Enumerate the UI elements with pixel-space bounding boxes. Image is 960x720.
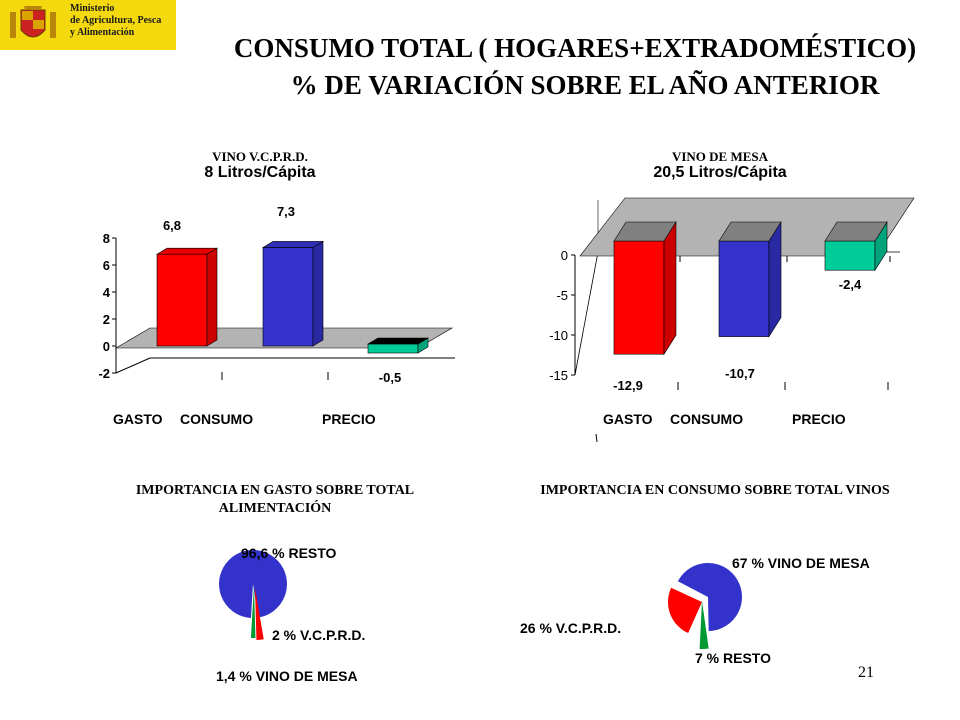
chart1-ytick: 2	[103, 312, 110, 327]
pie2-label-resto: 7 % RESTO	[695, 650, 771, 666]
chart2-value-label: -10,7	[725, 366, 755, 381]
chart2-ytick: -5	[556, 288, 568, 303]
chart1-ytick: 4	[103, 285, 111, 300]
pie1-slice-resto	[218, 550, 287, 618]
chart1-bar-gasto	[156, 253, 208, 347]
pie1-label-resto: 96,6 % RESTO	[241, 545, 337, 561]
pie1-label-vcprd: 2 % V.C.P.R.D.	[272, 627, 366, 643]
pie2-slice-vcprd	[668, 587, 702, 634]
page-number: 21	[858, 664, 874, 681]
chart1-ytick: -2	[98, 366, 110, 381]
pie1-title: IMPORTANCIA EN GASTO SOBRE TOTAL ALIMENT…	[135, 483, 415, 516]
chart1-ytick: 8	[103, 231, 110, 246]
chart1-title: VINO V.C.P.R.D.	[212, 149, 308, 164]
chart1-bar-top	[261, 241, 325, 248]
pie1-slice-vcprd	[255, 588, 264, 640]
chart2-bar-consumo	[718, 240, 770, 337]
chart1-value-label: 6,8	[163, 218, 181, 233]
ministry-line-1: Ministerio	[70, 3, 115, 14]
chart1-category-precio: PRECIO	[322, 411, 376, 427]
chart2-ytick: -15	[549, 368, 568, 383]
chart-vcprd: 8 6 4 2 0 -2 6,8 7,3 -0,5	[98, 204, 455, 385]
pie-gasto	[218, 550, 287, 640]
coat-of-arms-icon	[10, 6, 56, 38]
pie1-label-mesa: 1,4 % VINO DE MESA	[216, 668, 358, 684]
chart2-bar-side	[663, 220, 677, 356]
ministry-line-2: de Agricultura, Pesca	[70, 15, 162, 26]
chart2-bar-gasto	[613, 240, 665, 355]
chart1-category-consumo: CONSUMO	[180, 411, 254, 427]
chart2-subtitle: 20,5 Litros/Cápita	[653, 164, 787, 181]
chart1-bar-precio	[367, 343, 419, 354]
chart2-bar-top	[718, 221, 782, 242]
chart2-bar-top	[824, 221, 888, 242]
chart2-bar-top	[613, 221, 677, 242]
chart2-value-label: -12,9	[613, 378, 643, 393]
chart2-category-gasto: GASTO	[603, 411, 653, 427]
chart2-bar-side	[768, 220, 782, 338]
chart2-ytick: -10	[549, 328, 568, 343]
chart1-bar-top	[366, 337, 430, 345]
chart1-bar-side	[206, 247, 218, 347]
chart1-bar-side	[312, 240, 324, 347]
chart2-ytick: 0	[561, 248, 568, 263]
page-title-line-2: % DE VARIACIÓN SOBRE EL AÑO ANTERIOR	[290, 70, 880, 100]
chart2-value-label: -2,4	[839, 277, 862, 292]
chart2-bar-precio	[824, 240, 876, 271]
pie2-label-vino-mesa: 67 % VINO DE MESA	[732, 555, 870, 571]
chart2-title: VINO DE MESA	[671, 149, 769, 164]
pie2-label-vcprd: 26 % V.C.P.R.D.	[520, 620, 622, 636]
pie2-slice-resto	[699, 601, 709, 649]
page-title-line-1: CONSUMO TOTAL ( HOGARES+EXTRADOMÉSTICO)	[233, 33, 917, 63]
ministry-name: Ministerio de Agricultura, Pesca y Alime…	[70, 3, 161, 39]
ministry-line-3: y Alimentación	[70, 27, 135, 38]
chart2-category-consumo: CONSUMO	[670, 411, 744, 427]
pie2-title: IMPORTANCIA EN CONSUMO SOBRE TOTAL VINOS	[540, 483, 890, 498]
chart-vino-mesa: 0 -5 -10 -15 -12,9 -10,7 -2,4	[549, 197, 915, 443]
chart1-value-label: -0,5	[379, 370, 401, 385]
chart1-ytick: 6	[103, 258, 110, 273]
chart2-category-precio: PRECIO	[792, 411, 846, 427]
pie2-slice-vino-mesa	[677, 563, 742, 631]
ministry-logo: Ministerio de Agricultura, Pesca y Alime…	[0, 0, 176, 50]
chart1-value-label: 7,3	[277, 204, 295, 219]
chart1-ytick: 0	[103, 339, 110, 354]
chart1-subtitle: 8 Litros/Cápita	[204, 164, 316, 181]
chart1-bar-top	[155, 247, 219, 255]
pie1-slice-mesa	[250, 586, 256, 638]
chart1-category-gasto: GASTO	[113, 411, 163, 427]
chart1-bar-consumo	[262, 247, 314, 347]
pie-consumo	[668, 563, 742, 649]
